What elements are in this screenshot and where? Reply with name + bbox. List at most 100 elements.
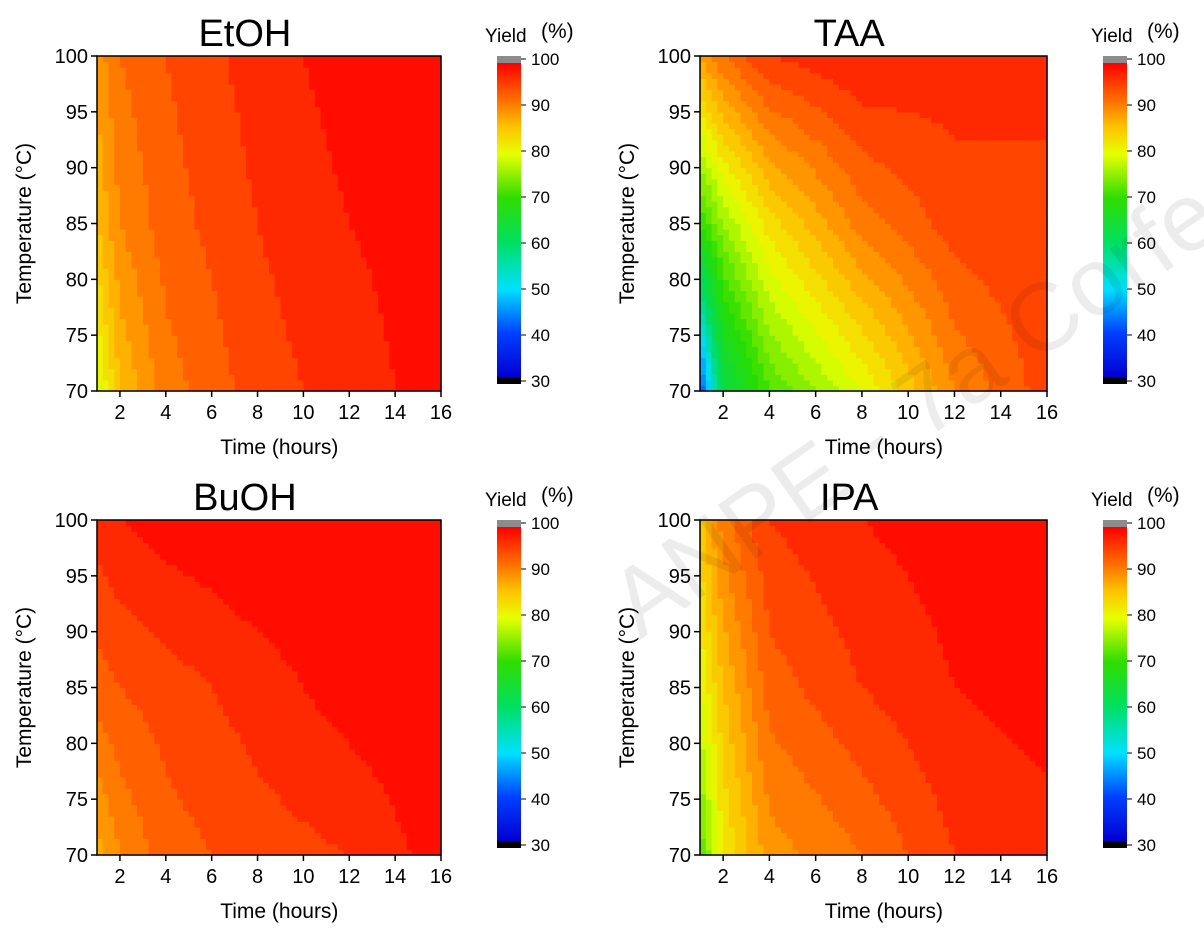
heatmap-cell bbox=[108, 245, 115, 253]
heatmap-cell bbox=[746, 139, 753, 146]
heatmap-cell bbox=[257, 111, 264, 119]
heatmap-cell bbox=[406, 268, 413, 275]
heatmap-cell bbox=[746, 379, 753, 387]
heatmap-cell bbox=[423, 229, 431, 236]
heatmap-cell bbox=[234, 357, 241, 364]
heatmap-cell bbox=[406, 128, 413, 135]
heatmap-cell bbox=[320, 72, 327, 79]
heatmap-cell bbox=[815, 167, 823, 174]
heatmap-cell bbox=[389, 368, 396, 375]
heatmap-cell bbox=[406, 340, 413, 347]
heatmap-cell bbox=[291, 190, 299, 197]
heatmap-cell bbox=[125, 128, 132, 135]
colorbar-over-swatch bbox=[497, 56, 521, 63]
heatmap-cell bbox=[780, 301, 788, 308]
heatmap-cell bbox=[377, 100, 385, 107]
heatmap-cell bbox=[740, 346, 747, 353]
heatmap-cell bbox=[705, 245, 713, 253]
heatmap-cell bbox=[763, 156, 770, 163]
heatmap-cell bbox=[119, 335, 127, 342]
heatmap-cell bbox=[752, 89, 759, 96]
heatmap-cell bbox=[297, 379, 304, 387]
heatmap-cell bbox=[728, 234, 736, 241]
heatmap-cell bbox=[326, 217, 333, 225]
heatmap-cell bbox=[177, 61, 184, 68]
heatmap-cell bbox=[412, 229, 419, 236]
heatmap-cell bbox=[102, 195, 110, 202]
heatmap-cell bbox=[263, 78, 270, 85]
heatmap-cell bbox=[309, 212, 316, 219]
heatmap-cell bbox=[769, 368, 776, 375]
heatmap-cell bbox=[314, 335, 322, 342]
heatmap-cell bbox=[251, 268, 259, 275]
heatmap-cell bbox=[728, 150, 736, 158]
heatmap-cell bbox=[400, 123, 408, 130]
heatmap-cell bbox=[97, 301, 104, 308]
heatmap-cell bbox=[809, 117, 817, 124]
heatmap-cell bbox=[763, 335, 770, 342]
heatmap-cell bbox=[286, 234, 293, 241]
heatmap-cell bbox=[377, 190, 385, 197]
heatmap-cell bbox=[786, 307, 794, 314]
heatmap-cell bbox=[188, 379, 196, 387]
heatmap-cell bbox=[423, 257, 431, 264]
heatmap-cell bbox=[194, 273, 201, 280]
heatmap-cell bbox=[263, 212, 270, 219]
heatmap-cell bbox=[217, 190, 224, 197]
heatmap-cell bbox=[763, 100, 770, 107]
heatmap-cell bbox=[705, 301, 713, 308]
heatmap-cell bbox=[429, 279, 436, 286]
heatmap-cell bbox=[114, 357, 121, 364]
heatmap-cell bbox=[723, 89, 730, 96]
heatmap-cell bbox=[389, 67, 396, 74]
heatmap-cell bbox=[752, 363, 759, 370]
heatmap-cell bbox=[752, 195, 759, 202]
heatmap-cell bbox=[108, 78, 115, 85]
heatmap-cell bbox=[757, 335, 765, 342]
heatmap-cell bbox=[211, 139, 218, 146]
heatmap-cell bbox=[280, 374, 287, 381]
heatmap-cell bbox=[125, 273, 132, 280]
heatmap-cell bbox=[717, 123, 724, 130]
heatmap-cell bbox=[280, 78, 287, 85]
heatmap-cell bbox=[251, 363, 259, 370]
heatmap-cell bbox=[786, 340, 794, 347]
heatmap-cell bbox=[827, 312, 834, 320]
heatmap-cell bbox=[274, 279, 282, 286]
heatmap-cell bbox=[148, 223, 155, 230]
heatmap-cell bbox=[246, 72, 253, 79]
heatmap-cell bbox=[734, 307, 742, 314]
heatmap-cell bbox=[775, 145, 782, 152]
heatmap-cell bbox=[746, 335, 753, 342]
heatmap-cell bbox=[194, 385, 201, 392]
colorbar-gradient bbox=[497, 63, 521, 377]
heatmap-cell bbox=[263, 61, 270, 68]
heatmap-cell bbox=[349, 212, 356, 219]
heatmap-cell bbox=[228, 150, 236, 158]
heatmap-cell bbox=[177, 123, 184, 130]
heatmap-cell bbox=[815, 385, 823, 392]
heatmap-cell bbox=[705, 368, 713, 375]
heatmap-cell bbox=[171, 89, 178, 96]
heatmap-cell bbox=[366, 145, 373, 152]
heatmap-cell bbox=[234, 72, 241, 79]
heatmap-cell bbox=[700, 123, 707, 130]
heatmap-cell bbox=[251, 206, 259, 213]
heatmap-cell bbox=[257, 251, 264, 258]
heatmap-cell bbox=[780, 78, 788, 85]
heatmap-cell bbox=[234, 167, 241, 174]
heatmap-cell bbox=[740, 368, 747, 375]
heatmap-cell bbox=[400, 212, 408, 219]
heatmap-cell bbox=[131, 95, 138, 102]
heatmap-cell bbox=[269, 245, 276, 253]
y-tick-label: 80 bbox=[66, 269, 88, 291]
heatmap-cell bbox=[269, 284, 276, 292]
heatmap-cell bbox=[332, 184, 339, 191]
heatmap-cell bbox=[792, 56, 799, 63]
heatmap-cell bbox=[700, 184, 707, 191]
heatmap-cell bbox=[786, 162, 794, 169]
heatmap-cell bbox=[383, 335, 390, 342]
heatmap-cell bbox=[412, 111, 419, 119]
heatmap-cell bbox=[165, 318, 173, 325]
heatmap-cell bbox=[274, 312, 282, 320]
